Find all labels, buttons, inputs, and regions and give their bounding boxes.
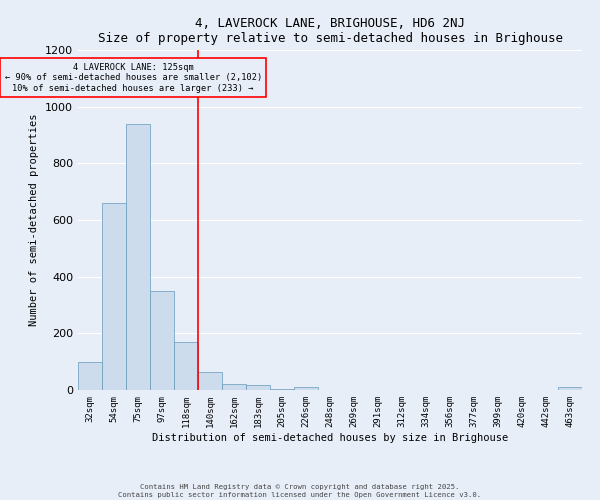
Title: 4, LAVEROCK LANE, BRIGHOUSE, HD6 2NJ
Size of property relative to semi-detached : 4, LAVEROCK LANE, BRIGHOUSE, HD6 2NJ Siz… [97,16,563,44]
Bar [174,342,198,390]
Bar [102,203,126,390]
Text: 4 LAVEROCK LANE: 125sqm
← 90% of semi-detached houses are smaller (2,102)
10% of: 4 LAVEROCK LANE: 125sqm ← 90% of semi-de… [5,62,262,92]
Bar [78,362,102,390]
Y-axis label: Number of semi-detached properties: Number of semi-detached properties [29,114,40,326]
Bar [126,124,150,390]
Bar [198,372,222,390]
X-axis label: Distribution of semi-detached houses by size in Brighouse: Distribution of semi-detached houses by … [152,432,508,442]
Bar [558,387,582,390]
Bar [150,291,174,390]
Bar [222,384,246,390]
Text: Contains HM Land Registry data © Crown copyright and database right 2025.
Contai: Contains HM Land Registry data © Crown c… [118,484,482,498]
Bar [246,385,270,390]
Bar [294,386,318,390]
Bar [270,388,294,390]
